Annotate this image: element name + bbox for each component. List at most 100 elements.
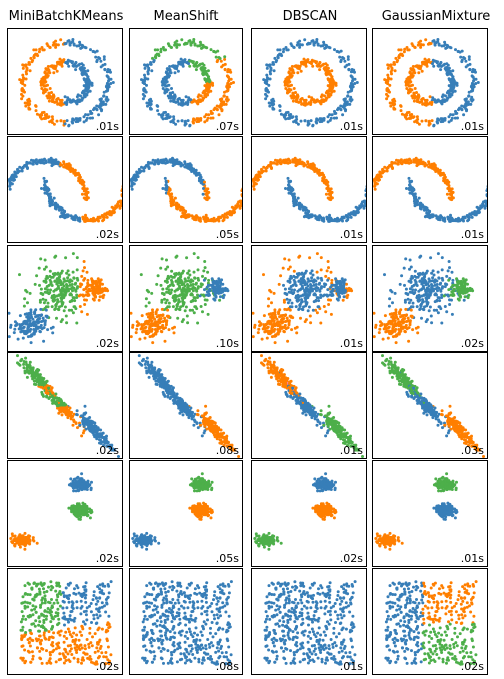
data-point <box>468 62 472 66</box>
data-point <box>474 77 478 81</box>
data-point <box>436 121 440 125</box>
data-point <box>160 257 164 261</box>
data-point <box>276 56 280 60</box>
data-point <box>118 200 122 203</box>
data-point <box>437 42 441 46</box>
data-point <box>412 99 416 103</box>
data-point <box>417 122 421 126</box>
data-point <box>175 64 179 68</box>
data-point <box>315 270 319 274</box>
data-point <box>176 203 180 207</box>
data-point <box>400 112 404 116</box>
data-point <box>48 192 52 196</box>
data-point <box>52 203 56 206</box>
data-point <box>164 48 167 52</box>
data-point <box>267 297 271 301</box>
data-point <box>455 83 459 87</box>
data-point <box>110 205 114 209</box>
data-point <box>18 314 22 318</box>
data-point <box>38 317 42 320</box>
data-point <box>187 276 190 280</box>
data-point <box>213 298 217 302</box>
data-point <box>362 206 366 210</box>
data-point <box>272 69 276 73</box>
data-point <box>451 69 455 73</box>
data-point <box>441 98 445 102</box>
data-point <box>78 305 82 308</box>
data-point <box>94 295 97 299</box>
data-point <box>296 289 300 293</box>
data-point <box>300 278 304 282</box>
data-point <box>310 276 314 280</box>
data-point <box>271 61 275 64</box>
data-point <box>51 200 54 203</box>
data-point <box>43 267 46 271</box>
data-point <box>308 279 312 283</box>
data-point <box>20 81 24 84</box>
data-point <box>201 192 205 196</box>
data-point <box>25 160 29 164</box>
data-point <box>43 114 47 117</box>
data-point <box>287 179 291 183</box>
data-point <box>187 62 190 66</box>
data-point <box>36 160 40 164</box>
data-point <box>413 87 417 90</box>
data-point <box>386 66 390 70</box>
data-point <box>162 80 166 84</box>
data-point <box>85 270 89 274</box>
data-point <box>342 98 346 101</box>
data-point <box>318 214 322 218</box>
data-point <box>141 78 145 82</box>
data-point <box>433 59 437 63</box>
data-point <box>385 166 389 170</box>
data-point <box>327 70 331 74</box>
data-point <box>173 196 177 200</box>
data-point <box>35 274 39 278</box>
data-point <box>146 163 150 167</box>
data-point <box>274 158 277 162</box>
data-point <box>109 82 113 85</box>
data-point <box>74 281 78 285</box>
data-point <box>257 327 261 331</box>
data-point <box>195 64 199 68</box>
data-point <box>173 43 177 47</box>
data-point <box>424 119 428 123</box>
data-point <box>385 169 389 173</box>
data-point <box>338 55 342 59</box>
data-point <box>50 284 54 287</box>
data-point <box>172 99 176 103</box>
data-point <box>167 96 171 100</box>
data-point <box>268 70 272 74</box>
data-point <box>389 163 393 167</box>
data-point <box>410 72 414 76</box>
data-point <box>289 189 293 193</box>
data-point <box>200 181 204 185</box>
data-point <box>434 100 438 104</box>
data-point <box>165 319 169 323</box>
data-point <box>174 122 178 126</box>
data-point <box>321 219 325 222</box>
data-point <box>202 89 206 93</box>
data-point <box>135 324 139 328</box>
data-point <box>455 218 459 222</box>
data-point <box>323 282 326 286</box>
data-point <box>161 320 165 323</box>
data-point <box>170 202 174 206</box>
data-point <box>478 206 482 210</box>
data-point <box>397 48 401 52</box>
data-point <box>340 215 344 219</box>
data-point <box>189 42 193 46</box>
data-point <box>276 53 280 57</box>
data-point <box>205 82 209 86</box>
data-point <box>330 90 334 94</box>
scatter-panel-noisy-circles-dbscan: .01s <box>251 28 367 135</box>
data-point <box>120 189 122 193</box>
data-point <box>267 312 271 316</box>
data-point <box>209 89 213 93</box>
data-point <box>196 286 200 290</box>
data-point <box>84 85 88 89</box>
data-point <box>72 118 76 122</box>
data-point <box>75 173 79 177</box>
data-point <box>103 67 107 71</box>
data-point <box>268 77 272 81</box>
